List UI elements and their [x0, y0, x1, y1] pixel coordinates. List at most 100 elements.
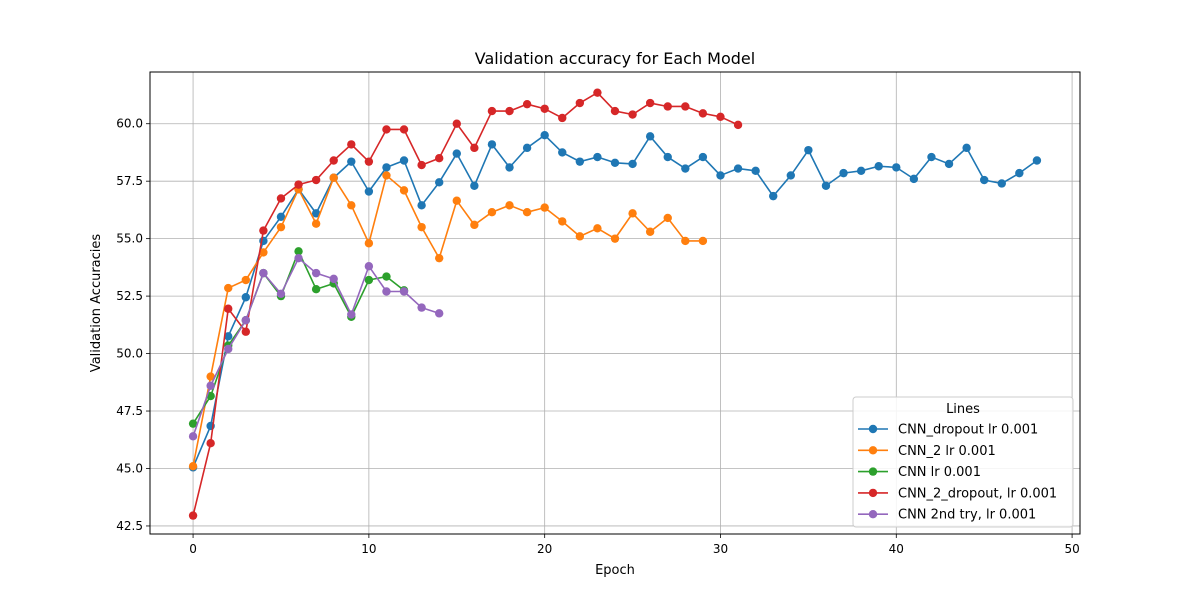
data-point — [382, 287, 391, 296]
y-tick-label: 47.5 — [116, 404, 143, 418]
data-point — [505, 201, 514, 210]
data-point — [399, 287, 409, 296]
chart-title: Validation accuracy for Each Model — [475, 49, 755, 68]
data-point — [821, 181, 831, 190]
data-point — [276, 194, 286, 203]
data-point — [540, 104, 549, 113]
data-point — [188, 461, 198, 471]
series-4 — [188, 88, 743, 520]
data-point — [206, 381, 215, 390]
data-point — [452, 149, 461, 158]
legend-item: CNN_dropout lr 0.001 — [858, 423, 1038, 438]
data-point — [522, 143, 532, 153]
data-point — [610, 158, 620, 167]
data-point — [487, 106, 497, 116]
data-point — [645, 132, 655, 141]
data-point — [382, 171, 391, 180]
y-tick-label: 55.0 — [116, 232, 143, 246]
data-point — [311, 268, 321, 278]
data-point — [364, 157, 374, 166]
data-point — [558, 217, 567, 226]
legend-swatch-marker — [868, 446, 878, 455]
legend-label: CNN_2 lr 0.001 — [898, 444, 996, 459]
data-point — [241, 293, 251, 302]
data-point — [188, 432, 198, 441]
data-point — [663, 213, 672, 223]
data-point — [382, 125, 391, 134]
data-point — [311, 175, 321, 185]
data-point — [786, 171, 796, 180]
legend-item: CNN_2_dropout, lr 0.001 — [858, 486, 1057, 501]
data-point — [698, 109, 708, 118]
data-point — [188, 419, 198, 428]
data-point — [927, 152, 936, 162]
legend-swatch-marker — [868, 424, 878, 434]
data-point — [276, 222, 286, 232]
data-point — [839, 168, 848, 178]
data-point — [276, 212, 286, 222]
data-point — [434, 253, 444, 263]
legend: Lines CNN_dropout lr 0.001 CNN_2 lr 0.001… — [852, 396, 1074, 528]
legend-swatch-marker — [868, 488, 878, 498]
data-point — [663, 102, 672, 111]
legend-label: CNN_2_dropout, lr 0.001 — [898, 486, 1057, 501]
data-point — [856, 166, 866, 176]
x-tick-label: 10 — [361, 542, 376, 556]
legend-swatch-marker — [868, 467, 878, 476]
data-point — [382, 272, 391, 281]
y-tick-label: 42.5 — [116, 519, 143, 533]
data-point — [997, 179, 1006, 188]
data-point — [716, 112, 725, 122]
data-point — [241, 327, 251, 336]
data-point — [329, 173, 338, 182]
data-point — [645, 98, 655, 108]
data-point — [733, 164, 743, 173]
data-point — [610, 234, 620, 243]
data-point — [540, 131, 549, 140]
data-point — [259, 248, 268, 257]
data-point — [399, 156, 409, 165]
data-point — [522, 208, 532, 217]
y-tick-label: 50.0 — [116, 347, 143, 361]
data-point — [681, 102, 690, 111]
data-point — [434, 153, 444, 163]
data-point — [1032, 156, 1042, 165]
data-point — [259, 268, 268, 278]
data-point — [347, 157, 356, 166]
data-point — [962, 143, 971, 153]
data-point — [751, 166, 760, 176]
legend-swatch-marker — [868, 510, 878, 519]
data-point — [311, 219, 321, 228]
series-line — [192, 174, 703, 467]
data-point — [698, 152, 708, 162]
legend-item: CNN 2nd try, lr 0.001 — [858, 508, 1036, 523]
y-tick-label: 60.0 — [116, 117, 143, 131]
ticks: 0 10 20 30 40 50 42.5 45.0 47.5 50.0 52.5 55.0 57.5 6… — [116, 117, 1079, 556]
data-point — [224, 283, 233, 293]
data-point — [434, 309, 444, 318]
data-point — [364, 262, 374, 271]
data-point — [558, 148, 567, 157]
data-point — [698, 236, 708, 246]
x-tick-label: 40 — [889, 542, 904, 556]
data-point — [874, 162, 883, 171]
data-point — [593, 152, 602, 162]
data-point — [452, 119, 461, 128]
y-tick-label: 57.5 — [116, 174, 143, 188]
data-point — [487, 208, 497, 217]
legend-label: CNN 2nd try, lr 0.001 — [898, 508, 1036, 523]
data-point — [417, 160, 426, 170]
data-point — [663, 152, 672, 162]
data-point — [558, 113, 567, 123]
x-tick-label: 30 — [713, 542, 728, 556]
data-point — [909, 174, 919, 184]
data-point — [1015, 168, 1024, 178]
data-point — [364, 275, 374, 285]
data-point — [645, 227, 655, 236]
data-point — [241, 316, 251, 325]
legend-item: CNN lr 0.001 — [858, 465, 981, 480]
data-point — [505, 163, 514, 172]
data-point — [892, 163, 901, 172]
data-point — [681, 164, 690, 173]
